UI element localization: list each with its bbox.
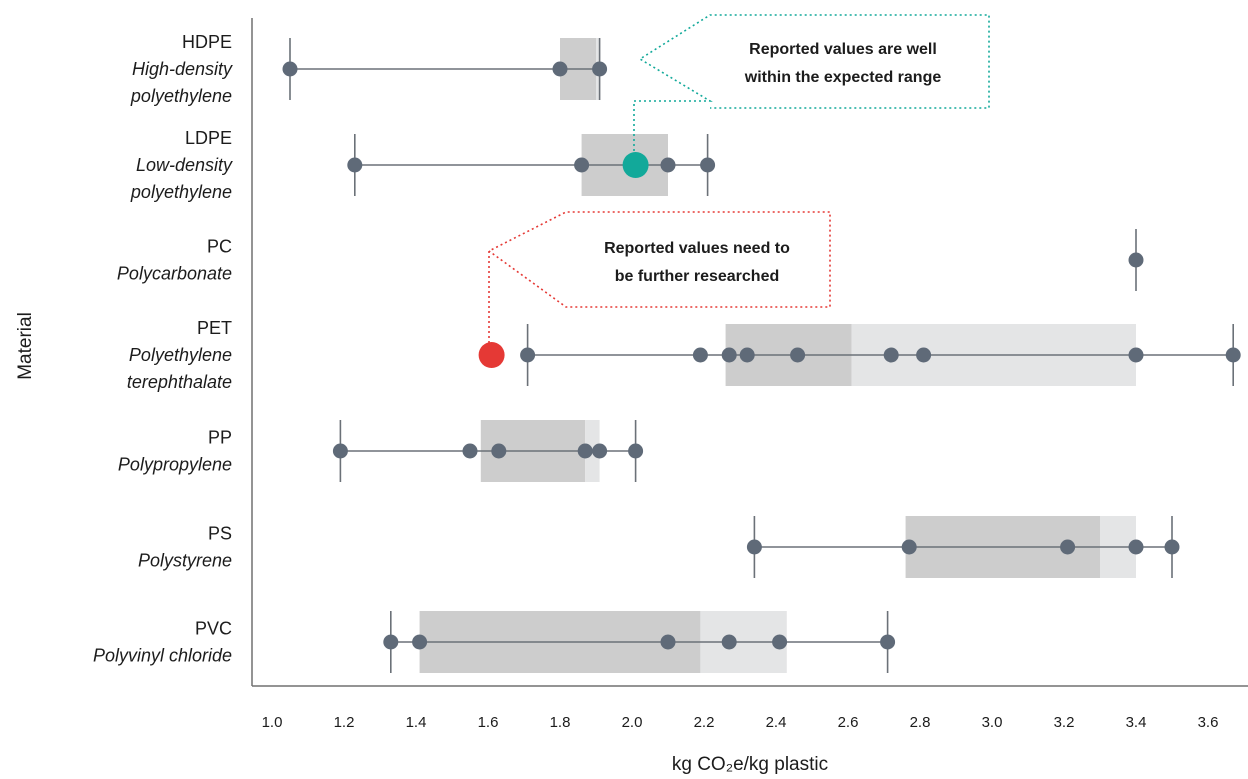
pet-name-label: Polyethylene — [129, 345, 232, 365]
pp-name-label: Polypropylene — [118, 455, 232, 475]
pvc-data-point — [721, 634, 737, 650]
x-tick-label: 1.2 — [334, 714, 355, 731]
ldpe-name-label: Low-density — [136, 155, 233, 175]
pvc-name-label: Polyvinyl chloride — [93, 646, 232, 666]
x-tick-label: 1.4 — [406, 714, 427, 731]
pp-data-point — [628, 443, 644, 459]
x-tick-label: 3.0 — [982, 714, 1003, 731]
x-tick-label: 1.8 — [550, 714, 571, 731]
pet-data-point — [721, 347, 737, 363]
hdpe-data-point — [282, 61, 298, 77]
ldpe-data-point — [347, 157, 363, 173]
pet-highlight-point — [478, 342, 505, 368]
pvc-data-point — [772, 634, 788, 650]
pet-code-label: PET — [197, 318, 232, 338]
ldpe-data-point — [660, 157, 676, 173]
x-tick-label: 2.4 — [766, 714, 787, 731]
pet-data-point — [692, 347, 708, 363]
ldpe-highlight-point — [622, 152, 649, 178]
ps-data-point — [1128, 539, 1144, 555]
hdpe-name-label: polyethylene — [130, 86, 232, 106]
pet-name-label: terephthalate — [127, 372, 232, 392]
ldpe-code-label: LDPE — [185, 128, 232, 148]
x-tick-label: 2.0 — [622, 714, 643, 731]
ldpe-callout-border — [633, 14, 990, 151]
pvc-data-point — [383, 634, 399, 650]
hdpe-data-point — [552, 61, 568, 77]
ps-data-point — [901, 539, 917, 555]
ldpe-callout-text: Reported values are well — [749, 41, 937, 58]
x-tick-label: 1.6 — [478, 714, 499, 731]
x-tick-label: 2.6 — [838, 714, 859, 731]
pc-name-label: Polycarbonate — [117, 264, 232, 284]
ps-name-label: Polystyrene — [138, 551, 232, 571]
x-tick-label: 3.6 — [1198, 714, 1219, 731]
pp-data-point — [577, 443, 593, 459]
points-layer — [282, 61, 1241, 650]
hdpe-name-label: High-density — [132, 59, 233, 79]
pet-data-point — [790, 347, 806, 363]
y-axis-title: Material — [15, 312, 36, 380]
pet-callout-text: Reported values need to — [604, 240, 790, 257]
x-tick-label: 3.4 — [1126, 714, 1147, 731]
hdpe-data-point — [592, 61, 608, 77]
whiskers-layer — [289, 38, 1234, 673]
pp-data-point — [332, 443, 348, 459]
x-tick-label: 2.8 — [910, 714, 931, 731]
ps-data-point — [1164, 539, 1180, 555]
callouts-layer: Reported values are well within the expec… — [488, 14, 990, 343]
pp-data-point — [491, 443, 507, 459]
ldpe-name-label: polyethylene — [130, 182, 232, 202]
ps-data-point — [1060, 539, 1076, 555]
x-axis-title: kg CO₂e/kg plastic — [672, 754, 828, 775]
pet-data-point — [520, 347, 536, 363]
pet-data-point — [1128, 347, 1144, 363]
ldpe-data-point — [700, 157, 716, 173]
ticks-layer: 1.0 1.2 1.4 1.6 1.8 2.0 2.2 2.4 2.6 2.8 3.0 3.2 3.4 3… — [262, 714, 1219, 731]
ps-code-label: PS — [208, 524, 232, 544]
pet-data-point — [883, 347, 899, 363]
pp-code-label: PP — [208, 428, 232, 448]
pc-data-point — [1128, 252, 1144, 268]
pvc-data-point — [412, 634, 428, 650]
pc-code-label: PC — [207, 237, 232, 257]
axes-layer — [251, 18, 1248, 687]
pp-data-point — [462, 443, 478, 459]
pet-data-point — [916, 347, 932, 363]
pvc-code-label: PVC — [195, 619, 232, 639]
labels-layer: HDPE High-density polyethylene LDPE Low-dens… — [93, 32, 233, 666]
pet-data-point — [739, 347, 755, 363]
ldpe-data-point — [574, 157, 590, 173]
pvc-data-point — [880, 634, 896, 650]
x-tick-label: 2.2 — [694, 714, 715, 731]
pet-callout-border — [488, 211, 831, 343]
hdpe-code-label: HDPE — [182, 32, 232, 52]
pet-data-point — [1225, 347, 1241, 363]
ps-data-point — [746, 539, 762, 555]
x-tick-label: 3.2 — [1054, 714, 1075, 731]
pp-data-point — [592, 443, 608, 459]
x-tick-label: 1.0 — [262, 714, 283, 731]
pet-callout-text: be further researched — [615, 268, 780, 285]
ldpe-callout-text: within the expected range — [744, 69, 942, 86]
pvc-data-point — [660, 634, 676, 650]
